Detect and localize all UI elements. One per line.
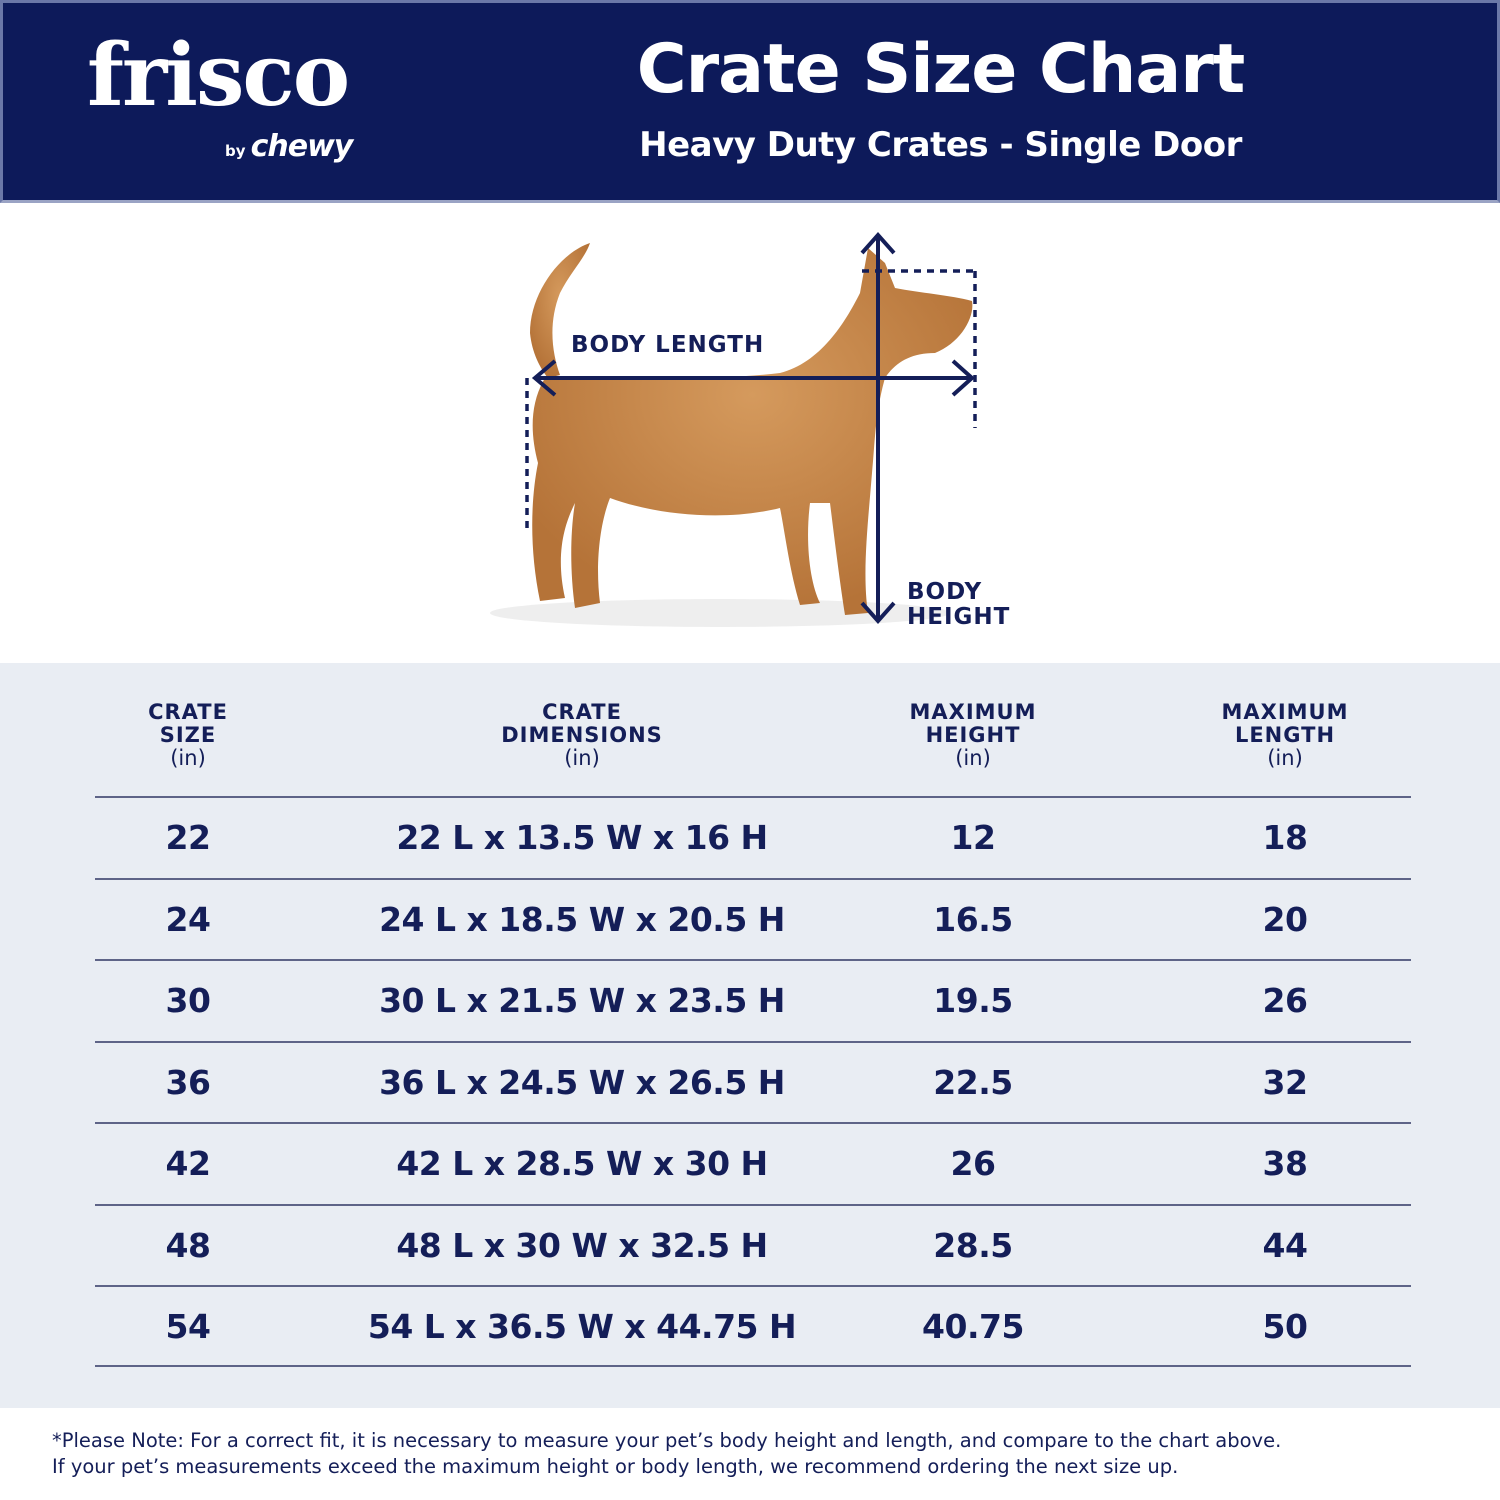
page-subtitle: Heavy Duty Crates - Single Door <box>639 125 1242 165</box>
table-row: 42 42 L x 28.5 W x 30 H 26 38 <box>95 1122 1411 1204</box>
cell-maximum-height: 22.5 <box>933 1062 1013 1102</box>
cell-maximum-length: 38 <box>1262 1144 1308 1183</box>
dog-icon <box>530 243 973 615</box>
cell-maximum-height: 40.75 <box>922 1307 1024 1346</box>
cell-maximum-length: 50 <box>1262 1307 1308 1346</box>
header-crate-dimensions: CRATE DIMENSIONS (in) <box>501 700 663 770</box>
cell-crate-dimensions: 22 L x 13.5 W x 16 H <box>396 818 768 857</box>
header-crate-size: CRATE SIZE (in) <box>148 700 228 770</box>
table-row: 36 36 L x 24.5 W x 26.5 H 22.5 32 <box>95 1040 1411 1123</box>
table-row: 30 30 L x 21.5 W x 23.5 H 19.5 26 <box>95 959 1411 1041</box>
cell-crate-dimensions: 36 L x 24.5 W x 26.5 H <box>379 1062 785 1102</box>
cell-crate-size: 36 <box>165 1062 211 1102</box>
cell-crate-size: 24 <box>165 899 211 939</box>
dog-illustration <box>490 231 977 627</box>
cell-maximum-length: 18 <box>1262 818 1308 857</box>
cell-maximum-length: 44 <box>1262 1225 1308 1265</box>
cell-maximum-length: 20 <box>1262 899 1308 939</box>
cell-maximum-length: 32 <box>1262 1062 1308 1102</box>
cell-crate-dimensions: 48 L x 30 W x 32.5 H <box>396 1225 768 1265</box>
cell-maximum-height: 16.5 <box>933 899 1013 939</box>
footnote-line-2: If your pet’s measurements exceed the ma… <box>52 1455 1179 1478</box>
dog-shadow <box>490 599 950 627</box>
logo-brand: frisco <box>87 25 350 126</box>
cell-maximum-height: 26 <box>950 1144 996 1183</box>
body-height-arrow <box>860 231 896 625</box>
table-row: 48 48 L x 30 W x 32.5 H 28.5 44 <box>95 1203 1411 1286</box>
header-banner: frisco by chewy Crate Size Chart Heavy D… <box>0 0 1500 203</box>
cell-crate-size: 30 <box>165 981 211 1020</box>
size-table: CRATE SIZE (in) CRATE DIMENSIONS (in) MAXIMU… <box>0 663 1500 1408</box>
footnote: *Please Note: For a correct fit, it is n… <box>52 1428 1472 1480</box>
logo-byline: by chewy <box>225 129 353 164</box>
frisco-logo: frisco by chewy <box>87 25 353 165</box>
cell-crate-size: 42 <box>165 1144 211 1183</box>
cell-crate-size: 48 <box>165 1225 211 1265</box>
table-row: 54 54 L x 36.5 W x 44.75 H 40.75 50 <box>95 1285 1411 1367</box>
measurement-guides <box>525 269 977 528</box>
body-length-arrow <box>531 359 975 397</box>
cell-maximum-height: 12 <box>950 818 996 857</box>
measurement-diagram: BODY LENGTH BODY HEIGHT <box>0 203 1500 663</box>
cell-crate-size: 22 <box>165 818 211 857</box>
footnote-line-1: *Please Note: For a correct fit, it is n… <box>52 1429 1282 1452</box>
cell-crate-size: 54 <box>165 1307 211 1346</box>
cell-crate-dimensions: 24 L x 18.5 W x 20.5 H <box>379 899 785 939</box>
table-row: 22 22 L x 13.5 W x 16 H 12 18 <box>95 796 1411 878</box>
cell-maximum-height: 28.5 <box>933 1225 1013 1265</box>
cell-maximum-length: 26 <box>1262 981 1308 1020</box>
header-maximum-length: MAXIMUM LENGTH (in) <box>1221 700 1349 770</box>
page-title: Crate Size Chart <box>636 30 1246 109</box>
body-height-label-2: HEIGHT <box>907 604 1011 630</box>
header-maximum-height: MAXIMUM HEIGHT (in) <box>909 700 1037 770</box>
cell-maximum-height: 19.5 <box>933 981 1013 1020</box>
table-row: 24 24 L x 18.5 W x 20.5 H 16.5 20 <box>95 877 1411 960</box>
cell-crate-dimensions: 42 L x 28.5 W x 30 H <box>396 1144 768 1183</box>
cell-crate-dimensions: 30 L x 21.5 W x 23.5 H <box>379 981 785 1020</box>
body-height-label-1: BODY <box>907 579 983 605</box>
body-length-label: BODY LENGTH <box>571 332 765 358</box>
cell-crate-dimensions: 54 L x 36.5 W x 44.75 H <box>367 1307 797 1346</box>
